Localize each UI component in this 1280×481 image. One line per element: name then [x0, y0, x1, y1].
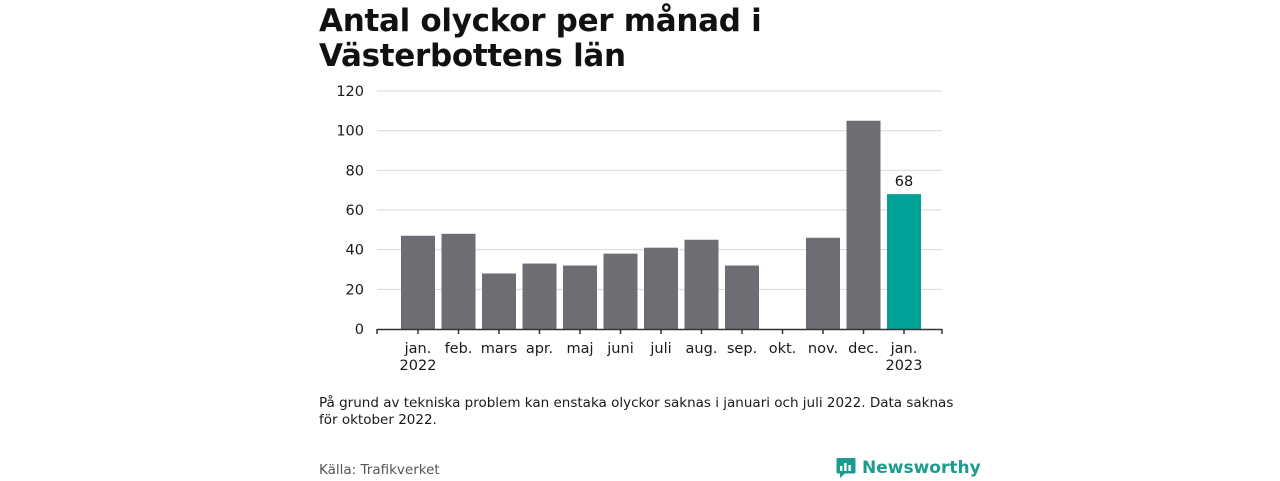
bar [684, 239, 719, 329]
bar [644, 247, 678, 329]
bars [401, 120, 921, 329]
x-tick-label: nov. [808, 341, 838, 357]
bar [725, 265, 759, 329]
x-tick-year-label: 2023 [886, 358, 923, 374]
x-tick-label: dec. [848, 341, 879, 357]
bar [887, 194, 921, 329]
y-axis-ticks: 0 20 40 60 80 100 120 [336, 84, 364, 338]
newsworthy-brand[interactable]: Newsworthy [836, 455, 981, 481]
x-tick-label: aug. [686, 341, 718, 357]
bar [441, 233, 476, 329]
x-tick-label: juli [649, 341, 671, 357]
x-axis [376, 328, 943, 334]
footnote: På grund av tekniska problem kan enstaka… [319, 395, 954, 428]
bar [563, 265, 597, 329]
data-label: 68 [895, 174, 913, 190]
y-tick-label: 80 [346, 163, 364, 179]
y-tick-label: 40 [346, 243, 364, 259]
bar [522, 263, 557, 329]
chart-title: Antal olyckor per månad i Västerbottens … [319, 3, 762, 74]
x-tick-year-label: 2022 [400, 358, 437, 374]
y-tick-label: 0 [355, 322, 364, 338]
newsworthy-logo-icon [836, 458, 856, 478]
x-tick-label: feb. [445, 341, 473, 357]
x-tick-label: jan. [890, 341, 918, 357]
bar [846, 120, 881, 329]
y-tick-label: 20 [346, 282, 364, 298]
y-tick-label: 60 [346, 203, 364, 219]
x-tick-label: okt. [769, 341, 797, 357]
x-tick-label: apr. [526, 341, 553, 357]
y-tick-label: 120 [336, 84, 364, 100]
data-labels: 68 [895, 174, 913, 190]
bar [401, 235, 435, 329]
x-tick-label: juni [606, 341, 633, 357]
source-credit: Källa: Trafikverket [319, 462, 440, 478]
x-tick-label: sep. [727, 341, 757, 357]
x-tick-label: maj [566, 341, 593, 357]
y-tick-label: 100 [336, 124, 364, 140]
bar [482, 273, 516, 329]
x-tick-label: mars [481, 341, 518, 357]
bar [806, 237, 840, 329]
x-tick-label: jan. [404, 341, 432, 357]
bar [603, 253, 638, 329]
brand-name: Newsworthy [862, 458, 981, 478]
